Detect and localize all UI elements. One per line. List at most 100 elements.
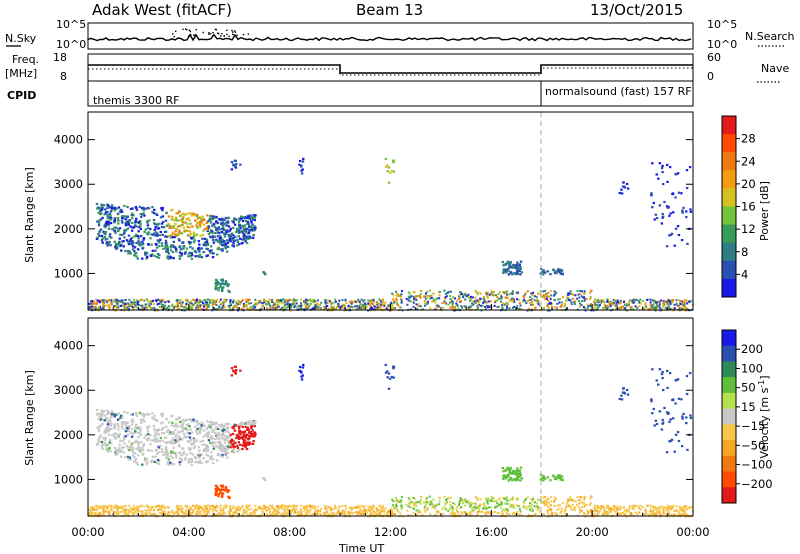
- velocity-cell: [675, 509, 678, 512]
- velocity-cell: [316, 505, 319, 508]
- velocity-cell: [195, 419, 199, 423]
- freq-line: [88, 64, 693, 74]
- velocity-cell: [524, 505, 527, 508]
- velocity-cell: [583, 513, 586, 516]
- velocity-cell: [98, 505, 101, 508]
- velocity-cell: [362, 513, 365, 516]
- power-cell: [522, 298, 525, 301]
- velocity-cell: [127, 458, 130, 461]
- velocity-cell: [463, 511, 466, 514]
- velocity-cell: [462, 502, 465, 505]
- power-cell: [232, 299, 235, 302]
- velocity-cell: [469, 511, 472, 514]
- power-cell: [242, 302, 245, 305]
- velocity-cell: [198, 459, 202, 462]
- velocity-cell: [163, 510, 166, 513]
- power-cell: [150, 303, 153, 306]
- velocity-cell: [400, 506, 403, 509]
- velocity-cell: [649, 510, 652, 513]
- power-cell: [635, 298, 638, 301]
- velocity-cell: [637, 505, 640, 508]
- power-cell: [154, 249, 157, 252]
- power-cell: [328, 300, 331, 303]
- velocity-cell: [451, 513, 454, 516]
- power-cell: [225, 282, 228, 285]
- power-cell: [116, 229, 120, 233]
- power-cell: [677, 191, 681, 194]
- velocity-cell: [215, 506, 218, 509]
- velocity-cell: [216, 441, 220, 444]
- power-cell: [666, 303, 669, 306]
- power-cell: [544, 298, 547, 301]
- velocity-cell: [449, 504, 452, 507]
- power-cell: [230, 304, 233, 307]
- power-cell: [139, 215, 143, 219]
- power-cell: [665, 205, 669, 208]
- power-cell: [164, 230, 168, 233]
- power-cell: [190, 302, 193, 305]
- velocity-cell: [143, 513, 146, 516]
- velocity-cell: [194, 461, 197, 464]
- velocity-cell: [245, 441, 248, 444]
- power-cell: [316, 304, 319, 307]
- power-cell: [449, 306, 452, 309]
- velocity-cell: [394, 503, 397, 506]
- power-cell: [95, 303, 98, 306]
- velocity-cell: [246, 513, 249, 516]
- power-cell: [164, 239, 168, 243]
- power-cell: [183, 306, 186, 309]
- velocity-cell: [572, 499, 575, 502]
- velocity-cell: [177, 425, 180, 428]
- power-cell: [130, 240, 133, 243]
- power-cell: [283, 300, 286, 303]
- power-cell: [139, 220, 142, 223]
- power-cell: [280, 299, 283, 302]
- velocity-cell: [279, 505, 282, 508]
- velocity-cell: [144, 459, 147, 462]
- velocity-cell: [295, 505, 298, 508]
- velocity-cell: [182, 453, 185, 456]
- power-cell: [484, 299, 487, 302]
- power-cell: [620, 188, 623, 191]
- velocity-cell: [414, 501, 417, 504]
- power-cell: [424, 297, 427, 300]
- velocity-cell: [219, 504, 222, 507]
- velocity-cell: [107, 505, 110, 508]
- power-cell: [502, 270, 506, 273]
- power-cell: [648, 308, 651, 311]
- power-cell: [508, 293, 511, 296]
- velocity-cell: [408, 501, 411, 504]
- colorbar-tick-label: 4: [741, 267, 748, 281]
- power-cell: [429, 297, 432, 300]
- power-cell: [456, 299, 459, 302]
- power-cell: [361, 305, 364, 308]
- velocity-cell: [138, 411, 142, 414]
- power-cell: [385, 307, 388, 310]
- power-cell: [518, 269, 521, 273]
- velocity-cell: [248, 436, 251, 439]
- power-cell: [583, 296, 586, 299]
- nsearch-dot: [233, 30, 236, 32]
- velocity-cell: [125, 445, 129, 448]
- power-cell: [115, 244, 118, 248]
- colorbar-segment: [722, 206, 736, 226]
- velocity-cell: [174, 422, 178, 425]
- power-cell: [133, 298, 136, 301]
- power-cell: [120, 210, 124, 213]
- velocity-cell: [444, 498, 447, 501]
- power-cell: [212, 306, 215, 309]
- velocity-cell: [600, 505, 603, 508]
- velocity-cell: [281, 504, 284, 507]
- velocity-cell: [294, 505, 297, 508]
- power-cell: [415, 303, 418, 306]
- velocity-cell: [171, 432, 174, 436]
- figure-title: Adak West (fitACF): [92, 1, 232, 19]
- power-cell: [535, 300, 538, 303]
- power-cell: [134, 219, 137, 223]
- power-cell: [479, 304, 482, 307]
- velocity-cell: [555, 498, 558, 501]
- power-cell: [386, 170, 389, 173]
- velocity-cell: [229, 505, 232, 508]
- velocity-cell: [269, 510, 272, 513]
- power-cell: [221, 249, 224, 252]
